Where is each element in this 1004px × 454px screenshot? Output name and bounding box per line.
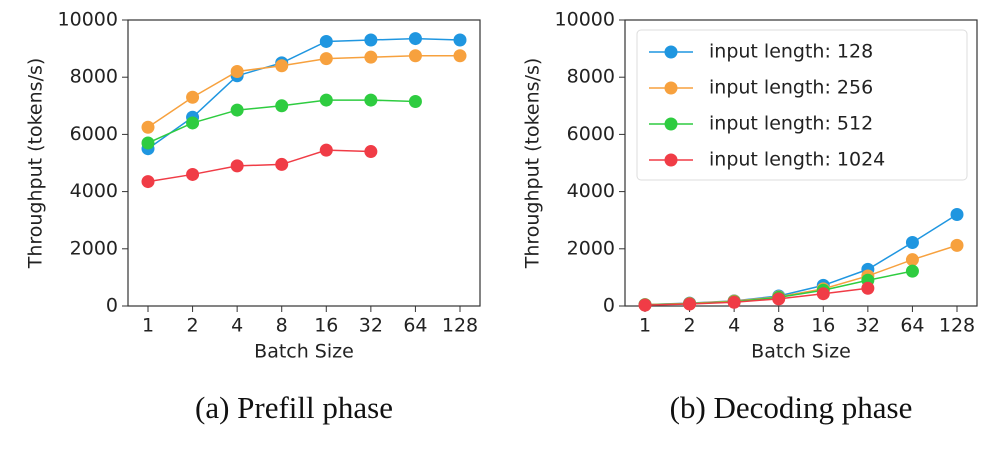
data-point [861, 281, 875, 295]
legend-marker [664, 153, 678, 167]
data-point [186, 167, 200, 181]
data-point [319, 52, 333, 66]
x-tick-label: 1 [639, 315, 651, 337]
x-tick-label: 2 [187, 315, 199, 337]
data-point [275, 99, 289, 113]
data-point [275, 157, 289, 171]
legend-marker [664, 117, 678, 131]
data-point [727, 295, 741, 309]
data-point [408, 49, 422, 63]
data-point [230, 64, 244, 78]
data-point [905, 253, 919, 267]
data-point [186, 116, 200, 130]
y-tick-label: 4000 [567, 180, 615, 202]
y-tick-label: 4000 [70, 180, 118, 202]
x-tick-label: 128 [939, 315, 975, 337]
x-tick-label: 16 [811, 315, 835, 337]
data-point [772, 292, 786, 306]
x-tick-label: 2 [684, 315, 696, 337]
x-tick-label: 4 [231, 315, 243, 337]
data-point [364, 33, 378, 47]
x-tick-label: 8 [276, 315, 288, 337]
data-point [364, 145, 378, 159]
x-axis-label: Batch Size [254, 341, 354, 363]
legend-box [636, 29, 968, 181]
data-point [319, 143, 333, 157]
data-point [275, 59, 289, 73]
y-tick-label: 10000 [58, 9, 118, 31]
data-point [319, 34, 333, 48]
y-tick-label: 8000 [567, 66, 615, 88]
data-point [230, 103, 244, 117]
series-line [147, 55, 460, 128]
x-tick-label: 128 [442, 315, 478, 337]
data-point [186, 90, 200, 104]
plot-frame [127, 19, 481, 307]
x-tick-label: 4 [728, 315, 740, 337]
y-tick-label: 6000 [70, 123, 118, 145]
data-point [453, 49, 467, 63]
legend-label: input length: 128 [709, 41, 873, 63]
data-point [408, 95, 422, 109]
data-point [364, 50, 378, 64]
y-tick-label: 8000 [70, 66, 118, 88]
y-tick-label: 2000 [70, 237, 118, 259]
x-axis-label: Batch Size [751, 341, 851, 363]
data-point [319, 93, 333, 107]
data-point [141, 120, 155, 134]
legend-marker [664, 45, 678, 59]
y-axis-label: Throughput (tokens/s) [522, 58, 544, 270]
x-tick-label: 64 [403, 315, 427, 337]
y-tick-label: 0 [106, 295, 118, 317]
data-point [905, 236, 919, 250]
legend-label: input length: 512 [709, 113, 873, 135]
data-point [141, 136, 155, 150]
y-tick-label: 10000 [555, 9, 615, 31]
y-axis-label: Throughput (tokens/s) [25, 58, 47, 270]
legend-label: input length: 1024 [709, 149, 885, 171]
data-point [950, 238, 964, 252]
data-point [816, 287, 830, 301]
x-tick-label: 1 [142, 315, 154, 337]
series-line [147, 149, 371, 183]
y-tick-label: 6000 [567, 123, 615, 145]
x-tick-label: 16 [314, 315, 338, 337]
caption: (b) Decoding phase [670, 390, 913, 425]
x-tick-label: 32 [856, 315, 880, 337]
x-tick-label: 64 [900, 315, 924, 337]
y-tick-label: 0 [603, 295, 615, 317]
x-tick-label: 32 [359, 315, 383, 337]
data-point [638, 298, 652, 312]
legend-label: input length: 256 [709, 77, 873, 99]
data-point [950, 207, 964, 221]
data-point [453, 33, 467, 47]
data-point [230, 159, 244, 173]
y-tick-label: 2000 [567, 237, 615, 259]
data-point [141, 175, 155, 189]
data-point [408, 32, 422, 46]
legend-marker [664, 81, 678, 95]
data-point [905, 264, 919, 278]
caption: (a) Prefill phase [195, 390, 393, 425]
series-line [147, 37, 461, 150]
data-point [364, 93, 378, 107]
series-line [644, 287, 868, 306]
data-point [683, 297, 697, 311]
plot-frame [624, 19, 978, 307]
x-tick-label: 8 [773, 315, 785, 337]
